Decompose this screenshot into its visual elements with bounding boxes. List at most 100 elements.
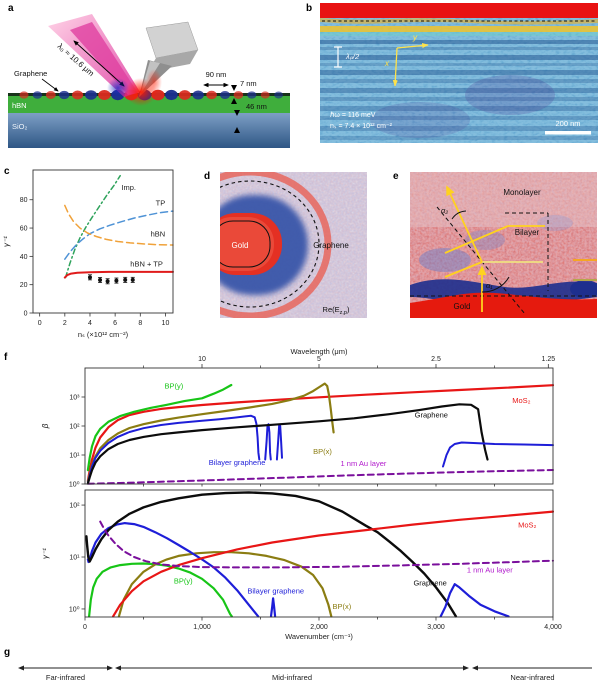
range-label: Far-infrared	[46, 673, 85, 682]
y-tick-label: 10²	[69, 503, 80, 510]
y-tick-label: 0	[24, 311, 28, 318]
y-tick-label: 20	[20, 282, 28, 289]
annotation: 1 nm Au layer	[467, 566, 513, 575]
gold-label: Gold	[232, 241, 249, 250]
field-map	[220, 172, 367, 318]
polariton-dot	[274, 91, 284, 99]
y-tick-label: 40	[20, 254, 28, 261]
gold-region	[410, 292, 597, 318]
panel-b-nearfield-image: b λₚ/2	[306, 3, 598, 143]
thickness-46nm-marker-down	[234, 110, 240, 116]
plot-frame	[84, 489, 554, 618]
polariton-dot	[219, 90, 231, 100]
panel-e-refraction-image: e	[393, 171, 597, 318]
tip-sidelobe-red	[146, 69, 162, 95]
data-point	[114, 278, 119, 283]
top-tick-label: 2.5	[431, 356, 441, 363]
y-axis-title: β	[41, 423, 50, 429]
y-tick-label: 10¹	[69, 453, 80, 460]
series-MoS₂	[86, 384, 554, 482]
polariton-dot	[58, 90, 70, 100]
polariton-dot	[247, 91, 257, 99]
series-BP(y)	[86, 383, 233, 472]
y-axis-title: γ⁻¹	[2, 236, 11, 247]
series-BP(x)	[117, 551, 333, 618]
spectral-range-arrows: Far-infrared Mid-infrared Near-infrared	[18, 665, 592, 682]
axes-arrows	[392, 42, 429, 87]
refraction-map	[410, 172, 597, 318]
field-quantity-label: Re(Ez,p)	[323, 305, 350, 316]
data-point	[130, 277, 135, 282]
series-TP	[64, 210, 174, 260]
x-axis-title: nₛ (×10¹² cm⁻²)	[78, 330, 129, 339]
x-tick-label: 0	[83, 624, 87, 631]
x-axis-arrow-label: x	[384, 59, 390, 68]
x-tick-label: 3,000	[427, 624, 445, 631]
annotation: TP	[156, 198, 166, 207]
graphene-label: Graphene	[313, 241, 349, 250]
refracted-ray-bilayer	[444, 225, 509, 254]
period-label: 90 nm	[206, 70, 227, 79]
top-axis-title: Wavelength (μm)	[291, 347, 348, 356]
top-tick-label: 10	[198, 356, 206, 363]
graphene-label: Graphene	[14, 69, 47, 78]
y-tick-label: 10²	[69, 424, 80, 431]
series-BP(y)	[87, 562, 233, 618]
panel-g-label: g	[4, 647, 10, 658]
plot-frame	[32, 169, 174, 314]
polariton-dot	[32, 91, 43, 99]
scale-bar-label: 200 nm	[555, 119, 580, 128]
x-tick-label: 6	[113, 320, 117, 327]
alpha2-arc	[451, 210, 467, 220]
annotation: BP(y)	[174, 576, 193, 585]
monolayer-label: Monolayer	[503, 188, 541, 197]
annotation: MoS₂	[518, 520, 536, 529]
y-tick-label: 80	[20, 197, 28, 204]
alpha2-label: α₂	[441, 206, 448, 215]
series-Graphene	[86, 403, 489, 485]
bilayer-label: Bilayer	[515, 228, 540, 237]
series-hBN	[64, 204, 174, 246]
polariton-dot	[85, 90, 97, 100]
x-tick-label: 1,000	[193, 624, 211, 631]
y-tick-label: 10¹	[69, 555, 80, 562]
series-1 nm Au layer	[86, 469, 554, 485]
half-wavelength-marker	[334, 46, 342, 68]
x-tick-label: 4,000	[544, 624, 562, 631]
alpha1-arc	[481, 276, 510, 293]
series-Bilayer graphene	[86, 414, 261, 484]
polariton-dot	[178, 90, 191, 100]
series-segment	[442, 441, 554, 468]
gold-outline	[220, 220, 271, 268]
carrier-density-label: nₛ = 7.4 × 10¹² cm⁻²	[330, 123, 393, 130]
plot-frame	[84, 367, 554, 485]
panel-d-label: d	[204, 171, 210, 182]
panel-b-label: b	[306, 3, 312, 14]
series-Imp.	[64, 174, 121, 279]
panel-d-launcher-image: d Gold Graphene Re(Ez,p)	[204, 171, 367, 318]
series-Graphene	[85, 491, 458, 618]
y-tick-label: 10⁰	[69, 605, 80, 613]
annotation: Imp.	[121, 183, 136, 192]
graphene-pointer	[41, 78, 59, 92]
hbn-layer	[8, 96, 290, 113]
polariton-dot	[233, 91, 244, 99]
series-1 nm Au layer	[99, 520, 554, 569]
half-wavelength-label: λₚ/2	[345, 52, 360, 61]
panel-c-chart: c 0 2 4 6 8 10 0 20 40 60 80 Imp. TP hBN hBN + TP nₛ (×…	[2, 166, 174, 339]
series-segment	[439, 583, 510, 618]
alpha1-label: α₁	[486, 281, 493, 290]
panel-a-schematic: a λ₀ ≈ 10.6 μm Graphene 90 nm 7 nm 46 nm	[8, 3, 290, 148]
y-tick-label: 10³	[69, 395, 80, 402]
normal-dashed-line	[436, 206, 526, 315]
panel-f-charts: f 10⁰ 10¹ 10² 10³ 10 5 2.5 1.25 Wavelength (μm) B…	[4, 347, 562, 641]
panel-g-spectral-ranges: g Far-infrared Mid-infrared Near-infrared	[4, 647, 592, 682]
range-label: Mid-infrared	[272, 673, 312, 682]
annotation: MoS₂	[512, 396, 530, 405]
series-hBN + TP	[63, 270, 174, 279]
annotation: 1 nm Au layer	[341, 459, 387, 468]
sio2-label: SiO₂	[12, 122, 28, 131]
range-label: Near-infrared	[510, 673, 554, 682]
x-tick-label: 2	[63, 320, 67, 327]
